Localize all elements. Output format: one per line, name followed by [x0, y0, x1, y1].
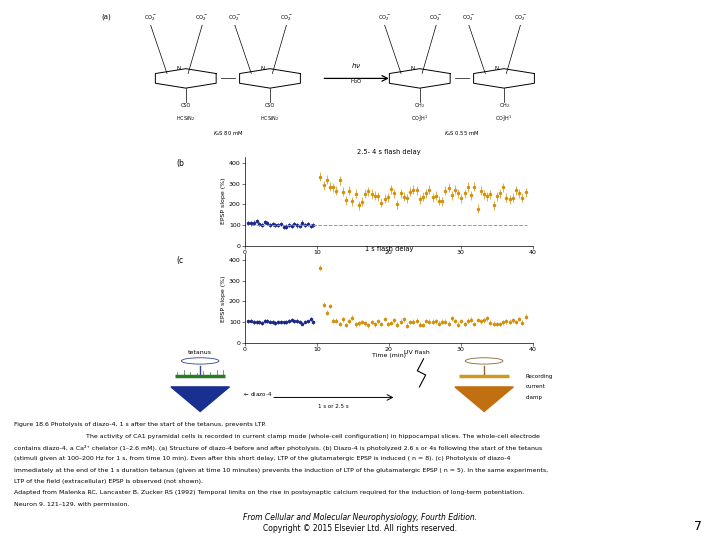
Title: 2.5- 4 s flash delay: 2.5- 4 s flash delay: [357, 149, 420, 155]
Text: CH$_2$: CH$_2$: [414, 101, 426, 110]
X-axis label: Time (min): Time (min): [372, 256, 406, 261]
Text: $K_d$S 80 mM: $K_d$S 80 mM: [212, 130, 243, 138]
Text: CO$_2^-$: CO$_2^-$: [378, 13, 391, 23]
Text: LTP of the field (extracellular) EPSP is observed (not shown).: LTP of the field (extracellular) EPSP is…: [14, 479, 204, 484]
Circle shape: [465, 358, 503, 364]
Text: $K_d$S 0.55 mM: $K_d$S 0.55 mM: [444, 130, 480, 138]
Text: CO$_2^-$: CO$_2^-$: [228, 13, 241, 23]
Text: N: N: [410, 66, 415, 71]
Text: HCSiN$_2$: HCSiN$_2$: [261, 114, 279, 123]
Text: $\leftarrow$ diazo-4: $\leftarrow$ diazo-4: [242, 390, 272, 398]
Text: Copyright © 2015 Elsevier Ltd. All rights reserved.: Copyright © 2015 Elsevier Ltd. All right…: [263, 524, 457, 533]
Polygon shape: [171, 387, 230, 411]
Text: Adapted from Malenka RC, Lancaster B, Zucker RS (1992) Temporal limits on the ri: Adapted from Malenka RC, Lancaster B, Zu…: [14, 490, 525, 495]
Text: Figure 18.6 Photolysis of diazo-4, 1 s after the start of the tetanus, prevents : Figure 18.6 Photolysis of diazo-4, 1 s a…: [14, 422, 266, 427]
Text: tetanus: tetanus: [188, 350, 212, 355]
Text: contains diazo-4, a Ca²⁺ chelator (1–2.6 mM). (a) Structure of diazo-4 before an: contains diazo-4, a Ca²⁺ chelator (1–2.6…: [14, 445, 543, 451]
Text: HCSiN$_2$: HCSiN$_2$: [176, 114, 195, 123]
Text: H$_2$O: H$_2$O: [350, 78, 363, 86]
Text: clamp: clamp: [526, 395, 543, 400]
Text: CSO: CSO: [181, 103, 191, 108]
Text: The activity of CA1 pyramidal cells is recorded in current clamp mode (whole-cel: The activity of CA1 pyramidal cells is r…: [86, 434, 540, 438]
Text: (stimuli given at 100–200 Hz for 1 s, from time 10 min). Even after this short d: (stimuli given at 100–200 Hz for 1 s, fr…: [14, 456, 511, 461]
Text: From Cellular and Molecular Neurophysiology, Fourth Edition.: From Cellular and Molecular Neurophysiol…: [243, 513, 477, 522]
X-axis label: Time (min): Time (min): [372, 354, 406, 359]
Text: CO$_2^-$: CO$_2^-$: [280, 13, 293, 23]
Title: 1 s flash delay: 1 s flash delay: [364, 246, 413, 252]
Text: CO$_2^-$: CO$_2^-$: [144, 13, 157, 23]
Text: immediately at the end of the 1 s duration tetanus (given at time 10 minutes) pr: immediately at the end of the 1 s durati…: [14, 468, 549, 472]
Text: N: N: [176, 66, 181, 71]
Text: CH$_2$: CH$_2$: [498, 101, 510, 110]
Text: N: N: [261, 66, 265, 71]
Text: N: N: [495, 66, 499, 71]
Text: CO$_2^-$: CO$_2^-$: [514, 13, 527, 23]
Text: (c: (c: [176, 256, 184, 266]
Y-axis label: EPSP slope (%): EPSP slope (%): [221, 178, 226, 225]
Text: 7: 7: [694, 520, 702, 533]
Text: (a): (a): [102, 14, 112, 20]
Text: CO$_2^-$: CO$_2^-$: [196, 13, 209, 23]
Text: CO$_2^-$: CO$_2^-$: [462, 13, 475, 23]
Text: 1 s or 2.5 s: 1 s or 2.5 s: [318, 404, 349, 409]
Text: CO$_2^-$: CO$_2^-$: [430, 13, 443, 23]
Text: CO$_2^{1}$H$^1$: CO$_2^{1}$H$^1$: [411, 113, 428, 124]
Text: Recording: Recording: [526, 374, 553, 379]
Circle shape: [181, 358, 219, 364]
Text: Neuron 9. 121–129, with permission.: Neuron 9. 121–129, with permission.: [14, 502, 130, 507]
Y-axis label: EPSP slope (%): EPSP slope (%): [221, 275, 226, 322]
Polygon shape: [455, 387, 513, 411]
Text: current: current: [526, 384, 546, 389]
Text: (b: (b: [176, 159, 184, 168]
Text: UV flash: UV flash: [405, 350, 430, 355]
Text: CSO: CSO: [265, 103, 275, 108]
Text: CO$_2^{1}$H$^1$: CO$_2^{1}$H$^1$: [495, 113, 513, 124]
Text: $h\nu$: $h\nu$: [351, 61, 361, 70]
